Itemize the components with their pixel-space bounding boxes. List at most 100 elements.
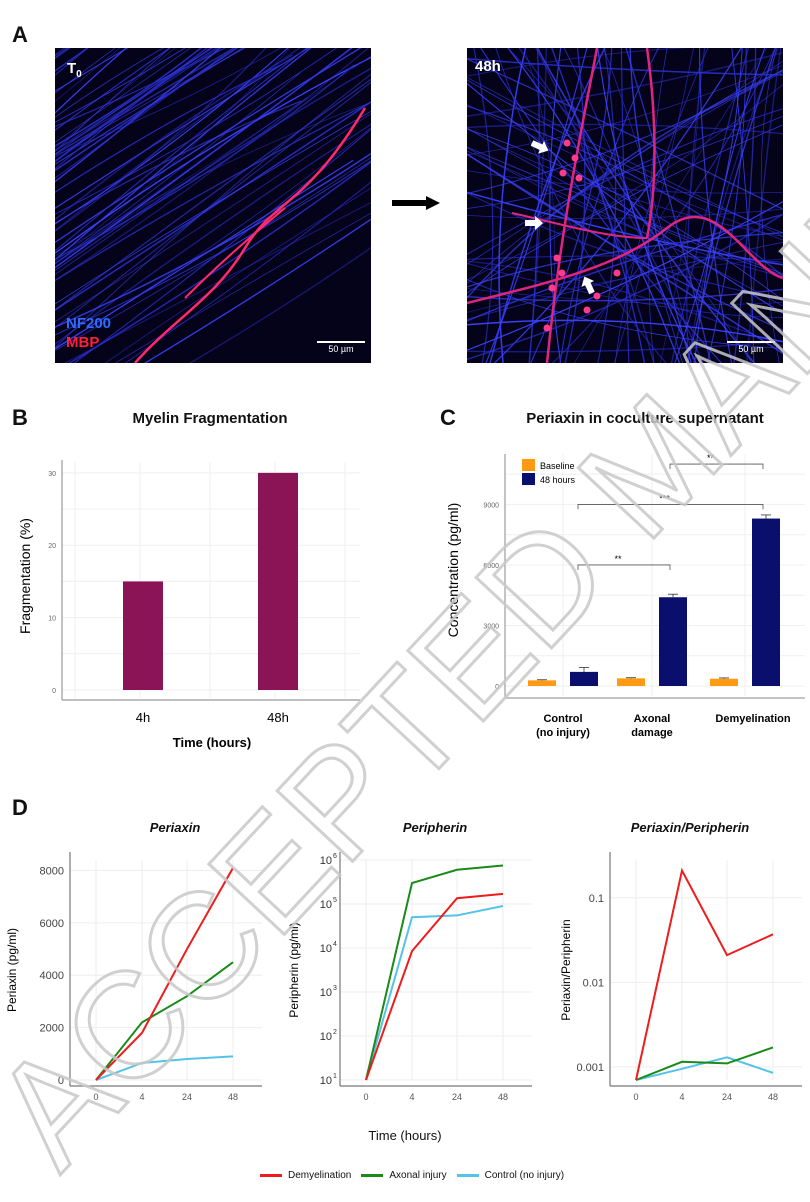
chart-b-myelin-fragmentation: 0 10 20 30 4h 48h Time (hours) Fragmentation (%…	[17, 460, 360, 750]
axon-fiber	[467, 105, 783, 277]
bar-baseline	[617, 678, 645, 686]
axon-fiber	[467, 200, 783, 351]
myelin-fragment	[583, 306, 591, 314]
axon-fiber	[55, 152, 371, 328]
axon-fiber	[55, 48, 89, 72]
axon-fiber	[467, 77, 783, 237]
axon-fiber	[467, 232, 783, 288]
scale-bar-left: 50 µm	[317, 341, 365, 354]
axon-fiber	[760, 48, 780, 363]
y-tick-label: 4000	[40, 970, 64, 982]
axon-fiber	[55, 67, 371, 272]
axon-fiber	[467, 69, 783, 300]
y-tick-exponent: 4	[333, 941, 337, 948]
myelin-fragment	[613, 269, 621, 277]
y-axis-label: Concentration (pg/ml)	[445, 503, 461, 638]
x-tick-label: Demyelination	[715, 713, 790, 725]
axon-fiber	[467, 279, 783, 349]
myelin-segment	[545, 48, 599, 363]
y-tick-label: 6000	[483, 563, 499, 570]
axon-fiber	[55, 48, 236, 156]
axon-fiber	[597, 48, 617, 363]
axon-fiber	[55, 48, 370, 282]
y-tick-label: 10	[48, 616, 56, 623]
axon-fiber	[55, 48, 191, 143]
x-tick-label: 4	[139, 1092, 144, 1102]
axon-fiber	[467, 124, 783, 294]
axon-fiber	[55, 48, 164, 118]
axon-fiber	[188, 246, 371, 363]
axon-fiber	[55, 48, 220, 151]
chart-title-c: Periaxin in coculture supernatant	[526, 410, 764, 427]
myelin-fragment	[548, 284, 556, 292]
axon-fiber	[55, 73, 371, 349]
y-axis-label: Periaxin/Peripherin	[559, 919, 573, 1020]
myelin-fragment	[563, 139, 571, 147]
x-tick-label: 4	[409, 1092, 414, 1102]
y-tick-label: 10	[320, 1075, 332, 1087]
x-tick-label: 4	[679, 1092, 684, 1102]
x-tick-label: 4h	[136, 710, 150, 725]
y-axis-label: Fragmentation (%)	[17, 518, 33, 634]
axon-fiber	[613, 48, 694, 363]
myelin-segment	[645, 48, 656, 239]
axon-fiber	[552, 48, 776, 363]
axon-fiber	[55, 101, 371, 282]
axon-fiber	[620, 48, 630, 363]
myelin-fragment	[543, 324, 551, 332]
y-axis-label: Periaxin (pg/ml)	[5, 928, 19, 1012]
bar-48-hours	[752, 518, 780, 686]
axon-fiber	[467, 319, 783, 343]
chart-d3-ratio: 0.001 0.01 0.1 0 4 24 48 Periaxin/Peripherin	[559, 852, 802, 1102]
y-tick-label: 0	[495, 684, 499, 691]
y-tick-label: 0.01	[583, 977, 604, 989]
axon-fiber	[549, 48, 562, 363]
bar-baseline	[710, 678, 738, 686]
legend-label-demyelination: Demyelination	[288, 1170, 352, 1181]
micrograph-t0: T0 NF200 MBP 50 µm	[55, 48, 371, 363]
y-tick-label: 0.001	[576, 1062, 604, 1074]
series-line-axonal	[365, 864, 504, 1081]
significance-bracket	[577, 504, 764, 510]
y-tick-label: 9000	[483, 502, 499, 509]
micrograph-48h: 48h 50 µm	[467, 48, 783, 363]
axon-fiber	[559, 48, 660, 363]
myelin-fragment	[575, 174, 583, 182]
axon-fiber	[104, 187, 371, 363]
panel-letter-c: C	[440, 405, 456, 430]
white-arrow-icon	[581, 276, 595, 295]
axon-fiber	[467, 208, 783, 220]
legend-swatch-control	[456, 1174, 479, 1177]
bar-48h	[258, 472, 298, 690]
myelin-segment	[184, 207, 286, 299]
x-tick-label: Axonal	[634, 713, 671, 725]
axon-fiber	[535, 48, 655, 363]
legend-label: 48 hours	[540, 475, 576, 485]
axon-fiber	[485, 48, 588, 363]
time-label-subscript: 0	[76, 69, 82, 80]
myelin-fragment	[558, 269, 566, 277]
axon-fiber	[55, 160, 371, 336]
significance-label: **	[614, 554, 622, 564]
x-tick-label: 48	[498, 1092, 508, 1102]
axon-fiber	[55, 78, 371, 311]
axon-fiber	[467, 82, 783, 314]
axon-fiber	[143, 218, 371, 363]
x-tick-label: 0	[93, 1092, 98, 1102]
y-tick-label: 10	[320, 855, 332, 867]
axon-fiber	[55, 157, 371, 351]
axon-fiber	[467, 58, 783, 210]
axon-fiber	[55, 48, 116, 94]
y-axis-label: Peripherin (pg/ml)	[287, 922, 301, 1017]
axon-fiber	[670, 48, 749, 363]
myelin-fragment	[559, 169, 567, 177]
chart-title-d1: Periaxin	[149, 820, 201, 835]
axon-fiber	[55, 48, 246, 158]
stain-label-nf200: NF200	[66, 315, 112, 332]
arrow-shape	[525, 216, 543, 230]
axon-fiber	[55, 48, 129, 92]
scale-bar-right: 50 µm	[727, 341, 775, 354]
axon-fiber	[467, 147, 783, 278]
axon-fiber	[73, 128, 371, 363]
axon-fiber	[694, 48, 766, 363]
